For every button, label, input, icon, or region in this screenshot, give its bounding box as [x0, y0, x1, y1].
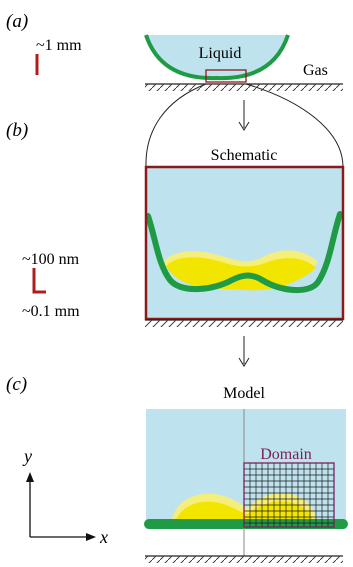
schematic-liquid	[146, 167, 343, 319]
panel-a-label: (a)	[6, 11, 28, 32]
domain-outline	[243, 462, 335, 528]
panel-b-scale-bar	[32, 268, 46, 294]
arrow-b-to-c-head	[238, 357, 250, 367]
panel-a-scale-label: ~1 mm	[36, 37, 82, 54]
schematic-film	[146, 211, 343, 294]
domain-grid	[243, 462, 335, 527]
substrate-b-hatch	[145, 320, 343, 327]
y-axis-arrowhead	[26, 472, 34, 482]
substrate-c-hatch	[145, 556, 343, 563]
droplet-liquid	[146, 35, 288, 79]
panel-b-scale-horizontal: ~0.1 mm	[22, 303, 80, 320]
panel-b-scale-vertical: ~100 nm	[22, 251, 80, 268]
droplet-film	[144, 34, 290, 81]
zoom-cone-right	[245, 83, 344, 168]
model-title: Model	[223, 385, 265, 402]
y-axis-label: y	[22, 446, 32, 466]
panel-b-label: (b)	[6, 120, 28, 141]
arrow-a-to-b-head	[238, 121, 250, 131]
gas-label: Gas	[303, 62, 328, 79]
panel-c-label: (c)	[6, 374, 27, 395]
liquid-label: Liquid	[199, 45, 242, 62]
domain-label: Domain	[260, 446, 312, 463]
schematic-title: Schematic	[211, 147, 278, 164]
schematic-frame	[144, 165, 345, 321]
model-deposit	[176, 501, 312, 520]
x-axis-label: x	[99, 527, 108, 547]
x-axis-arrowhead	[86, 533, 96, 541]
zoom-window	[205, 69, 247, 83]
zoom-cone-left	[145, 83, 207, 168]
substrate-a-hatch	[145, 84, 343, 91]
